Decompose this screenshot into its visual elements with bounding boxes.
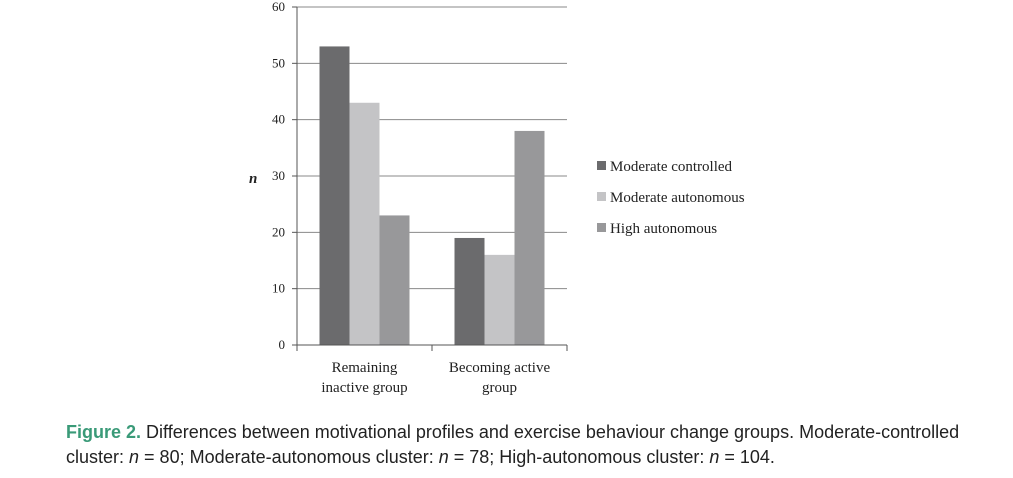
bar-chart: 0 10 20 30 40 50 60 Remaining inactive group Bec… [249, 0, 745, 396]
y-axis-label: n [249, 171, 257, 187]
figure-label: Figure 2. [66, 422, 142, 442]
caption-text-1: Differences between motivational profile… [66, 422, 960, 467]
bar [349, 102, 380, 346]
caption-text-3: = 78; High-autonomous cluster: [448, 447, 710, 467]
y-tick-labels: 0 10 20 30 40 50 60 [272, 0, 297, 352]
legend-entry: Moderate controlled [610, 159, 733, 175]
bar [484, 254, 515, 345]
x-category-label: inactive group [321, 380, 407, 396]
caption-n-symbol-1: n [129, 447, 140, 467]
bar [379, 215, 410, 345]
x-category-label: Becoming active [449, 360, 551, 376]
x-category-label: Remaining [332, 360, 398, 376]
caption-n-symbol-3: n [709, 447, 720, 467]
legend-entry: High autonomous [610, 221, 717, 237]
bar [514, 130, 545, 345]
figure-caption: Figure 2. Differences between motivation… [66, 420, 966, 470]
y-tick-label: 0 [279, 337, 286, 352]
legend-swatch [597, 223, 606, 232]
bar [319, 46, 350, 345]
x-category-label: group [482, 380, 517, 396]
y-tick-label: 50 [272, 55, 285, 70]
caption-text-2: = 80; Moderate-autonomous cluster: [139, 447, 439, 467]
y-tick-label: 30 [272, 168, 285, 183]
y-tick-label: 10 [272, 281, 285, 296]
legend-swatch [597, 161, 606, 170]
bar [454, 237, 485, 345]
legend: Moderate controlled Moderate autonomous Hi… [597, 159, 745, 237]
x-category-labels: Remaining inactive group Becoming active gr… [321, 360, 550, 396]
legend-swatch [597, 192, 606, 201]
caption-n-symbol-2: n [438, 447, 449, 467]
caption-text-4: = 104. [719, 447, 775, 467]
y-tick-label: 20 [272, 224, 285, 239]
bars [319, 46, 545, 346]
y-tick-label: 40 [272, 112, 285, 127]
legend-entry: Moderate autonomous [610, 190, 745, 206]
y-tick-label: 60 [272, 0, 285, 14]
